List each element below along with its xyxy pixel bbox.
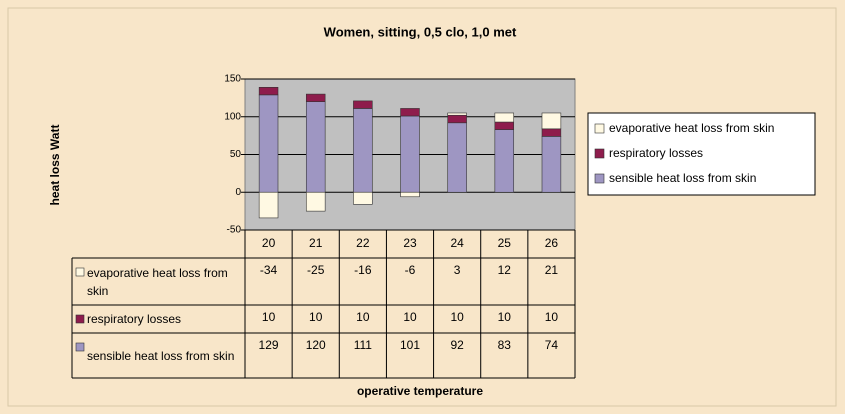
x-tick-label: 23	[403, 236, 417, 250]
table-value: -16	[354, 263, 372, 277]
legend-label: respiratory losses	[609, 146, 703, 160]
table-value: -25	[307, 263, 325, 277]
table-legend-swatch	[75, 314, 85, 324]
x-tick-label: 24	[450, 236, 464, 250]
table-value: 10	[309, 310, 323, 324]
bar	[400, 108, 420, 117]
y-tick-label: 0	[235, 187, 241, 198]
chart-border	[7, 7, 837, 407]
table-legend-swatch	[75, 267, 85, 277]
legend-label: evaporative heat loss from skin	[609, 121, 774, 135]
table-value: 10	[403, 310, 417, 324]
table-value: 101	[400, 338, 420, 352]
legend-label: sensible heat loss from skin	[609, 171, 756, 185]
bar	[494, 129, 515, 193]
legend-swatch	[594, 148, 605, 159]
bar	[400, 191, 420, 198]
table-value: 10	[262, 310, 276, 324]
table-value: 10	[450, 310, 464, 324]
bar	[353, 108, 373, 193]
table-value: 92	[450, 338, 464, 352]
legend-swatch	[594, 123, 605, 134]
table-value: 120	[306, 338, 326, 352]
x-axis-label: operative temperature	[357, 384, 483, 398]
bar	[258, 94, 279, 193]
bar	[447, 114, 467, 124]
table-value: 10	[545, 310, 559, 324]
bar	[305, 101, 326, 193]
bar	[447, 112, 467, 116]
x-tick-label: 20	[262, 236, 276, 250]
y-tick-label: -50	[227, 225, 242, 236]
y-tick-label: 150	[224, 74, 241, 85]
bar	[353, 191, 373, 205]
cell-box: evaporative heat loss from skin	[87, 265, 228, 298]
bar	[447, 122, 467, 193]
bar	[541, 112, 562, 130]
bar	[494, 112, 515, 123]
legend-swatch	[594, 173, 605, 184]
table-row-label: evaporative heat loss from skin	[87, 265, 228, 298]
y-tick-label: 50	[230, 149, 242, 160]
table-row-label: respiratory losses	[87, 312, 182, 326]
table-value: -34	[260, 263, 278, 277]
table-value: 74	[545, 338, 559, 352]
y-tick-label: 100	[224, 111, 241, 122]
table-value: 111	[354, 338, 373, 352]
table-value: 83	[498, 338, 512, 352]
bar	[541, 136, 562, 193]
bar	[305, 93, 326, 102]
bar	[258, 87, 279, 96]
cell-box: respiratory losses	[87, 312, 182, 326]
x-tick-label: 25	[498, 236, 512, 250]
bar	[494, 121, 515, 130]
bar	[353, 100, 373, 109]
bar	[258, 191, 279, 219]
x-tick-label: 21	[309, 236, 323, 250]
table-value: 10	[356, 310, 370, 324]
x-tick-label: 26	[545, 236, 559, 250]
cell-box: sensible heat loss from skin	[87, 348, 235, 363]
table-row-label: sensible heat loss from skin	[87, 348, 235, 363]
legend-box	[587, 112, 816, 196]
table-value: 3	[454, 263, 461, 277]
table-value: 129	[259, 338, 279, 352]
table-value: 12	[498, 263, 512, 277]
table-value: 21	[545, 263, 559, 277]
bar	[305, 191, 326, 212]
table-value: -6	[405, 263, 416, 277]
table-legend-swatch	[75, 342, 85, 352]
chart-title: Women, sitting, 0,5 clo, 1,0 met	[324, 24, 517, 39]
bar	[541, 128, 562, 137]
y-axis-label: heat loss Watt	[48, 125, 62, 206]
x-tick-label: 22	[356, 236, 370, 250]
bar	[400, 115, 420, 193]
table-value: 10	[498, 310, 512, 324]
